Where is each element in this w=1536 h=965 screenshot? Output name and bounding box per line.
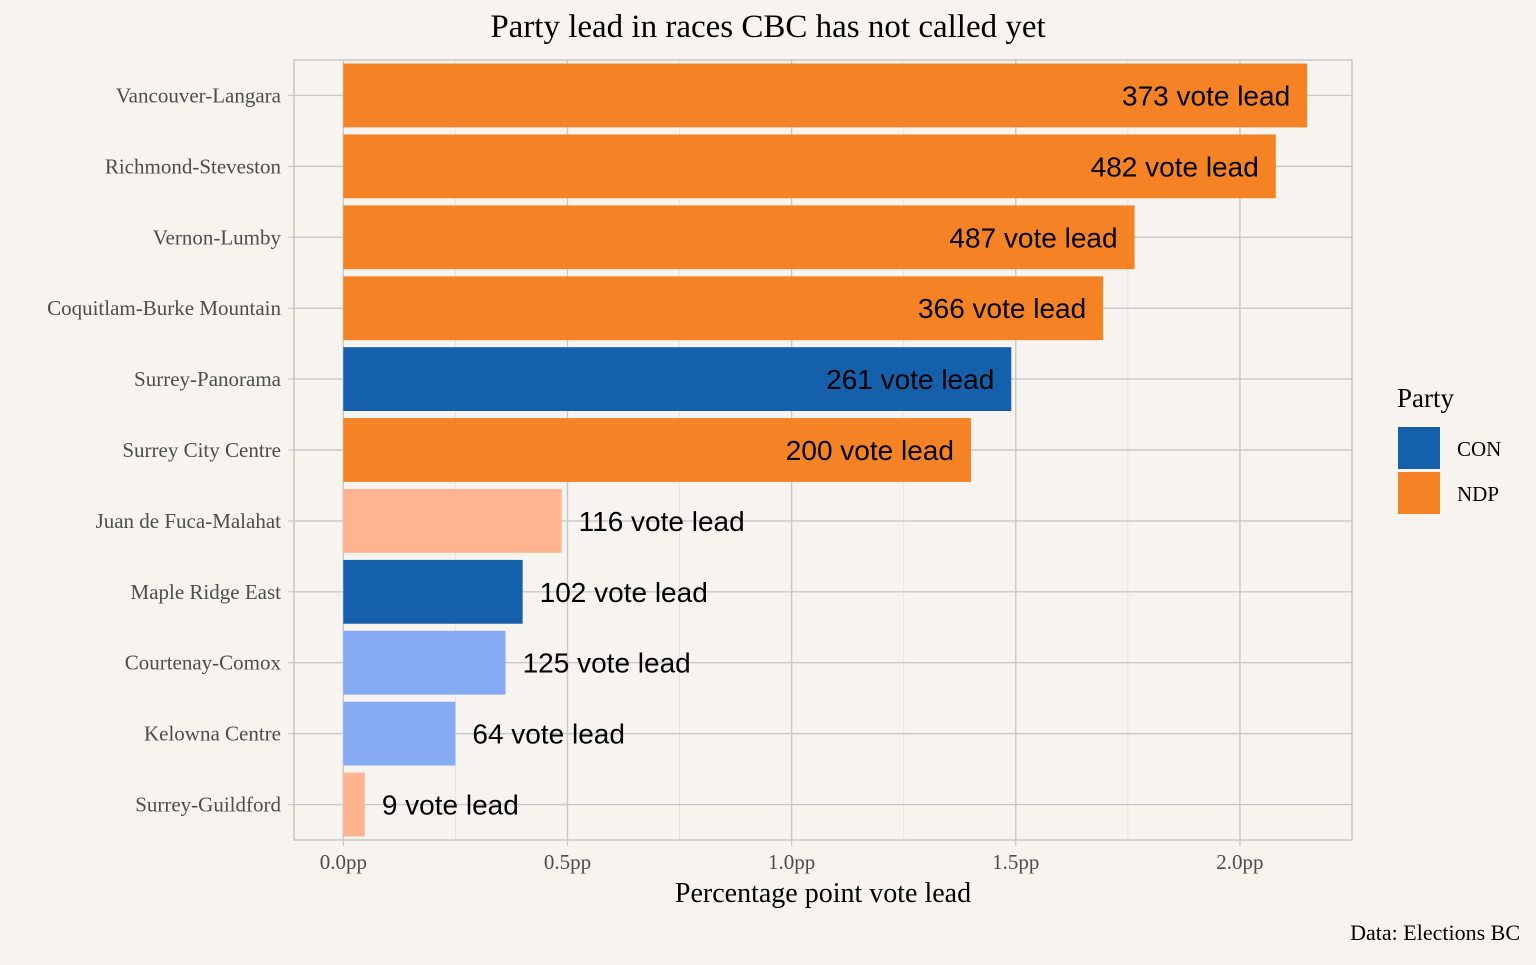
bar-label: 200 vote lead: [786, 435, 954, 466]
bar-label: 366 vote lead: [918, 293, 1086, 324]
bar-label: 373 vote lead: [1122, 80, 1290, 111]
x-tick-label: 0.0pp: [320, 850, 367, 874]
x-tick-label: 1.5pp: [992, 850, 1039, 874]
x-axis-label: Percentage point vote lead: [675, 878, 971, 909]
bars: [343, 63, 1308, 837]
y-tick-label: Courtenay-Comox: [125, 651, 282, 675]
bar: [343, 559, 523, 624]
y-tick-label: Coquitlam-Burke Mountain: [47, 296, 281, 320]
legend-key: [1398, 472, 1440, 514]
bar: [343, 772, 365, 837]
bar-label: 482 vote lead: [1091, 151, 1259, 182]
x-tick-label: 2.0pp: [1216, 850, 1263, 874]
caption: Data: Elections BC: [1350, 920, 1520, 945]
bar-label: 9 vote lead: [382, 790, 519, 821]
bar: [343, 630, 506, 695]
y-tick-label: Vernon-Lumby: [153, 225, 282, 249]
bar-label: 116 vote lead: [579, 506, 745, 537]
legend-key: [1398, 427, 1440, 469]
bar: [343, 276, 1104, 341]
bar: [343, 134, 1276, 199]
bar-labels: 373 vote lead 482 vote lead 487 vote lead 3…: [382, 80, 1290, 820]
legend-title: Party: [1397, 383, 1454, 413]
x-tick-label: 1.0pp: [768, 850, 815, 874]
bar-label: 261 vote lead: [826, 364, 994, 395]
y-tick-label: Surrey-Guildford: [135, 793, 281, 817]
x-axis: 0.0pp 0.5pp 1.0pp 1.5pp 2.0pp: [320, 840, 1264, 874]
chart-title: Party lead in races CBC has not called y…: [490, 9, 1045, 45]
legend-label: CON: [1457, 437, 1501, 461]
y-tick-label: Surrey-Panorama: [134, 367, 282, 391]
bar-label: 125 vote lead: [523, 648, 691, 679]
legend-label: NDP: [1457, 482, 1499, 506]
bar: [343, 63, 1308, 128]
y-axis: Vancouver-Langara Richmond-Steveston Verno…: [47, 83, 294, 817]
y-tick-label: Maple Ridge East: [131, 580, 282, 604]
bar-label: 487 vote lead: [949, 222, 1117, 253]
bar: [343, 205, 1135, 270]
y-tick-label: Vancouver-Langara: [116, 83, 282, 107]
bar-label: 102 vote lead: [540, 577, 708, 608]
y-tick-label: Kelowna Centre: [144, 722, 281, 746]
bar: [343, 489, 562, 553]
bar: [343, 418, 971, 482]
bar: [343, 347, 1012, 411]
y-tick-label: Richmond-Steveston: [105, 154, 282, 178]
bar-label: 64 vote lead: [472, 719, 625, 750]
x-tick-label: 0.5pp: [544, 850, 591, 874]
y-tick-label: Surrey City Centre: [122, 438, 281, 462]
y-tick-label: Juan de Fuca-Malahat: [96, 509, 282, 533]
legend: Party CON NDP: [1397, 383, 1501, 514]
bar: [343, 701, 456, 766]
